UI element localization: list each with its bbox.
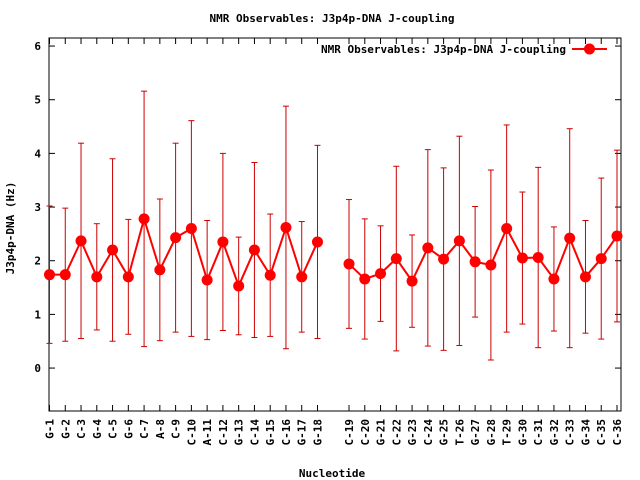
data-point [75,235,87,247]
y-axis: 0 1 2 3 4 5 6 [34,40,621,375]
data-point [233,280,245,292]
y-tick-label: 5 [34,94,41,107]
x-tick-label: C-3 [75,419,88,439]
x-tick-label: C-36 [611,419,624,446]
data-point [422,242,434,254]
y-tick-label: 6 [34,40,41,53]
data-point [138,213,150,225]
series-lines [49,215,618,289]
x-tick-label: G-6 [122,419,135,439]
y-tick-label: 3 [34,201,41,214]
data-point [154,264,166,276]
y-tick-label: 1 [34,308,41,321]
x-tick-label: G-13 [233,419,246,446]
data-point [359,273,371,285]
data-point [343,258,355,270]
x-tick-label: C-16 [280,419,293,446]
y-tick-label: 4 [34,147,41,160]
data-point [501,223,513,235]
x-axis: G-1 G-2 C-3 G-4 C-5 G-6 C-7 A-8 C-9 C-10 A-11 C-12 G… [44,38,624,446]
data-point [201,274,213,286]
data-point [185,223,197,235]
x-tick-label: C-5 [107,419,120,439]
data-point [296,271,308,283]
x-tick-label: G-34 [579,419,592,446]
data-point [311,236,323,248]
data-point [595,253,607,265]
x-tick-label: C-19 [343,419,356,446]
plot-frame [48,37,622,412]
x-tick-label: A-11 [201,419,214,446]
data-point [264,269,276,281]
x-tick-label: T-26 [453,419,466,446]
data-point [59,269,71,281]
data-point [564,232,576,244]
data-point [170,232,182,244]
data-point [469,256,481,268]
x-tick-label: A-8 [154,419,167,439]
x-tick-label: C-31 [532,419,545,446]
error-bars [46,90,620,361]
x-tick-label: T-29 [501,419,514,446]
legend-label: NMR Observables: J3p4p-DNA J-coupling [321,43,566,56]
data-point [406,275,418,287]
data-point [280,221,292,233]
x-tick-label: C-12 [217,419,230,446]
x-tick-label: G-30 [516,419,529,446]
x-tick-label: C-9 [170,419,183,439]
x-tick-label: G-23 [406,419,419,446]
x-tick-label: G-18 [311,419,324,446]
legend-marker [584,43,595,55]
x-tick-label: G-32 [548,419,561,446]
x-tick-label: G-4 [91,419,104,439]
x-tick-label: C-14 [248,419,261,446]
x-tick-label: G-2 [59,419,72,439]
data-point [375,268,387,280]
x-tick-label: C-35 [595,419,608,446]
x-tick-label: C-20 [359,419,372,446]
data-point [217,236,229,248]
data-point [579,271,591,283]
data-point [438,253,450,265]
data-point [248,244,260,256]
data-point [44,269,55,281]
x-tick-label: C-10 [185,419,198,446]
x-tick-label: G-25 [438,419,451,446]
x-tick-label: G-17 [296,419,309,446]
x-tick-label: C-22 [390,419,403,446]
x-tick-label: C-7 [138,419,151,439]
data-point [122,271,134,283]
legend: NMR Observables: J3p4p-DNA J-coupling [321,43,607,56]
x-tick-label: G-27 [469,419,482,446]
x-tick-label: G-1 [44,419,57,439]
data-point [532,252,544,264]
chart-title: NMR Observables: J3p4p-DNA J-coupling [209,12,454,25]
data-point [91,271,103,283]
x-tick-label: C-24 [422,419,435,446]
x-tick-label: G-21 [375,419,388,446]
data-point [611,230,623,242]
data-point [516,252,528,264]
data-point [107,244,119,256]
data-point [485,259,497,271]
y-axis-label: J3p4p-DNA (Hz) [4,182,17,275]
x-tick-label: G-15 [264,419,277,446]
x-tick-label: G-28 [485,419,498,446]
data-point [390,253,402,265]
data-point [453,235,465,247]
series-line [49,215,319,289]
x-tick-label: C-33 [564,419,577,446]
series-points [44,213,623,292]
y-tick-label: 0 [34,362,41,375]
y-tick-label: 2 [34,255,41,268]
x-axis-label: Nucleotide [299,467,366,480]
series-line [348,226,618,284]
data-point [548,273,560,285]
